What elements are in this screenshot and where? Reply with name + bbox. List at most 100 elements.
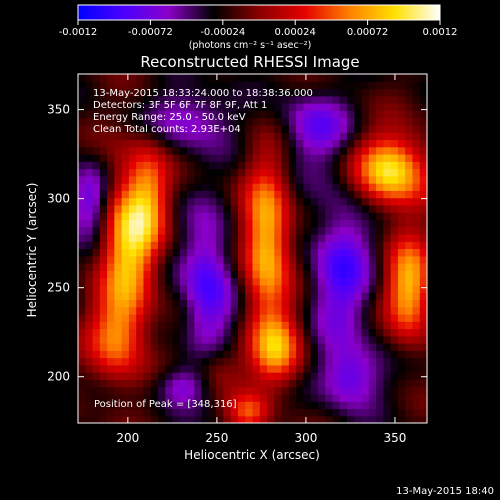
heatmap-cell (412, 292, 421, 300)
heatmap-cell (361, 241, 370, 250)
heatmap-cell (412, 241, 421, 250)
heatmap-cell (332, 299, 341, 308)
heatmap-cell (332, 161, 341, 170)
heatmap-cell (143, 401, 152, 410)
heatmap-cell (252, 219, 261, 228)
heatmap-cell (114, 350, 123, 359)
heatmap-cell (390, 270, 399, 279)
heatmap-cell (121, 350, 130, 359)
heatmap-cell (361, 284, 370, 293)
heatmap-cell (172, 328, 181, 337)
heatmap-cell (325, 168, 334, 177)
heatmap-cell (332, 124, 341, 133)
heatmap-cell (267, 393, 275, 402)
heatmap-cell (201, 393, 210, 402)
heatmap-cell (187, 357, 195, 366)
heatmap-cell (376, 204, 384, 213)
heatmap-cell (259, 357, 268, 366)
heatmap-cell (223, 74, 232, 82)
heatmap-cell (128, 415, 137, 423)
heatmap-cell (194, 175, 203, 184)
heatmap-cell (143, 379, 152, 388)
heatmap-cell (245, 132, 254, 141)
heatmap-cell (165, 263, 174, 271)
heatmap-cell (412, 117, 421, 126)
heatmap-cell (288, 357, 297, 366)
heatmap-cell (245, 350, 254, 359)
heatmap-cell (310, 183, 319, 191)
heatmap-cell (245, 219, 254, 228)
heatmap-cell (216, 364, 225, 373)
heatmap-cell (296, 277, 304, 286)
heatmap-cell (230, 343, 239, 351)
heatmap-cell (237, 212, 246, 221)
heatmap-cell (259, 343, 268, 351)
heatmap-cell (216, 88, 225, 97)
heatmap-cell (165, 117, 174, 126)
heatmap-cell (296, 321, 304, 330)
heatmap-cell (332, 153, 341, 162)
heatmap-cell (172, 103, 181, 111)
heatmap-cell (136, 255, 145, 264)
heatmap-cell (179, 335, 188, 344)
heatmap-cell (252, 124, 261, 133)
heatmap-cell (419, 248, 427, 257)
heatmap-cell (121, 117, 130, 126)
heatmap-cell (288, 299, 297, 308)
heatmap-cell (165, 306, 174, 315)
heatmap-cell (136, 321, 145, 330)
heatmap-cell (376, 226, 384, 235)
heatmap-cell (339, 88, 348, 97)
heatmap-cell (85, 372, 94, 380)
heatmap-cell (245, 313, 254, 322)
heatmap-cell (281, 233, 290, 242)
heatmap-cell (347, 364, 355, 373)
heatmap-cell (201, 321, 210, 330)
heatmap-cell (99, 401, 108, 410)
heatmap-cell (368, 408, 377, 417)
heatmap-cell (259, 277, 268, 286)
heatmap-cell (150, 321, 159, 330)
heatmap-cell (172, 81, 181, 90)
heatmap-cell (303, 299, 312, 308)
heatmap-cell (383, 263, 392, 271)
heatmap-cell (150, 88, 159, 97)
heatmap-cell (165, 103, 174, 111)
heatmap-cell (368, 204, 377, 213)
heatmap-cell (397, 263, 406, 271)
heatmap-cell (354, 321, 363, 330)
heatmap-cell (237, 379, 246, 388)
x-tick-label: 350 (383, 431, 406, 445)
heatmap-cell (332, 408, 341, 417)
heatmap-cell (354, 277, 363, 286)
heatmap-cell (288, 343, 297, 351)
heatmap-cell (390, 88, 399, 97)
heatmap-cell (368, 415, 377, 423)
heatmap-cell (368, 175, 377, 184)
heatmap-cell (361, 408, 370, 417)
heatmap-cell (397, 161, 406, 170)
heatmap-cell (383, 74, 392, 82)
heatmap-cell (405, 168, 414, 177)
heatmap-cell (397, 292, 406, 300)
heatmap-cell (296, 350, 304, 359)
heatmap-cell (179, 103, 188, 111)
heatmap-cell (405, 190, 414, 199)
heatmap-cell (208, 175, 217, 184)
heatmap-cell (128, 328, 137, 337)
heatmap-cell (354, 168, 363, 177)
heatmap-cell (274, 233, 283, 242)
heatmap-cell (281, 350, 290, 359)
heatmap-cell (354, 393, 363, 402)
heatmap-cell (259, 146, 268, 155)
heatmap-cell (405, 364, 414, 373)
heatmap-cell (172, 197, 181, 206)
heatmap-cell (412, 212, 421, 221)
heatmap-cell (288, 124, 297, 133)
heatmap-cell (136, 277, 145, 286)
heatmap-cell (267, 379, 275, 388)
heatmap-cell (85, 263, 94, 271)
heatmap-cell (114, 139, 123, 148)
heatmap-cell (412, 343, 421, 351)
heatmap-cell (259, 204, 268, 213)
